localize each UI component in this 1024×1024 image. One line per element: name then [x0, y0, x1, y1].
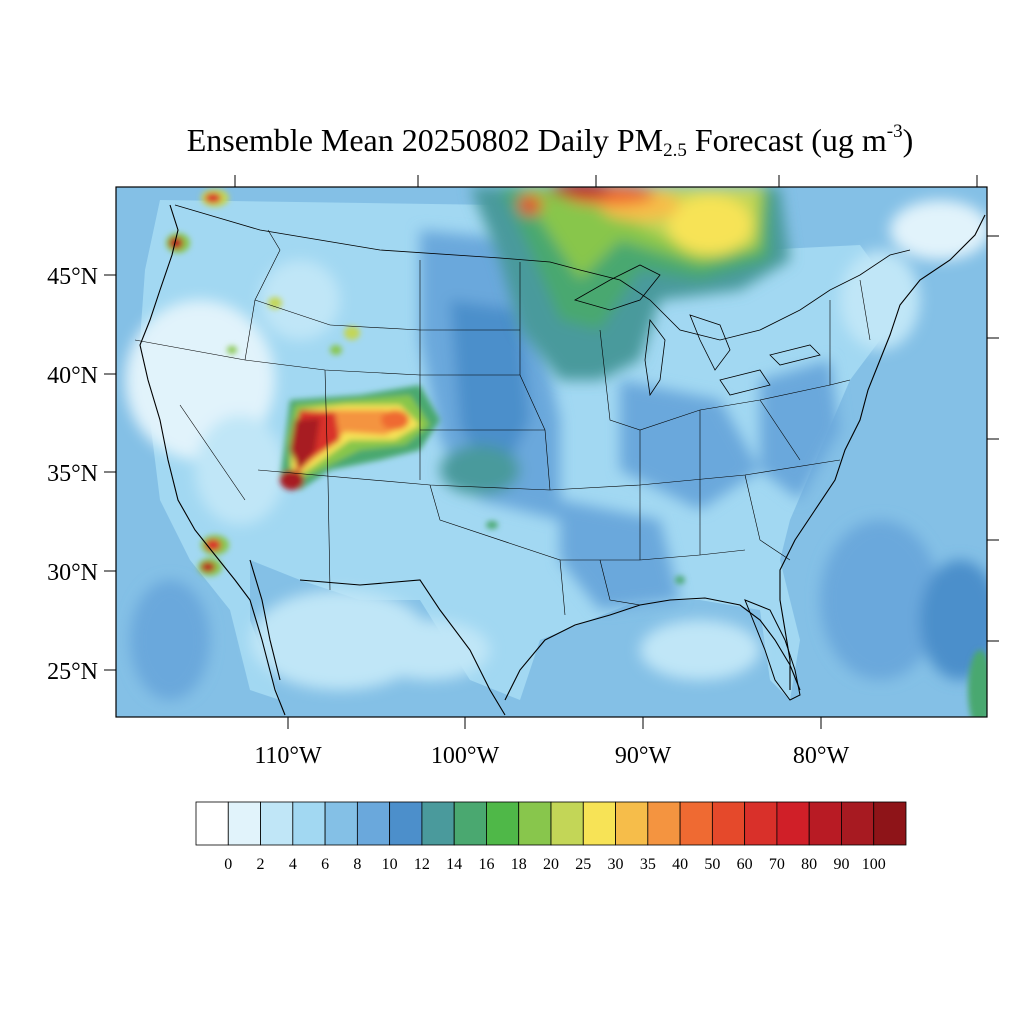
colorbar-label: 14: [446, 856, 462, 873]
lat-label-35: 35°N: [47, 461, 98, 487]
axis-ticks: [104, 175, 999, 729]
coastline: [139, 204, 986, 716]
colorbar: 0 2 4 6 8 10 12 14 16 18 20 25 30 35 40 50 60 70 80 90 100: [195, 801, 907, 873]
colorbar-label: 2: [257, 856, 265, 873]
fire-hotspots: [166, 189, 987, 717]
lon-label-100: 100°W: [431, 743, 500, 769]
colorbar-label: 4: [289, 856, 297, 873]
florida: [744, 599, 801, 701]
colorbar-swatch: [195, 801, 229, 846]
lat-label-25: 25°N: [47, 659, 98, 685]
low-concentration-areas: [125, 200, 987, 700]
colorbar-swatch: [776, 801, 810, 846]
lon-label-110: 110°W: [254, 743, 322, 769]
lat-label-45: 45°N: [47, 264, 98, 290]
colorbar-swatch: [550, 801, 584, 846]
title-superscript: -3: [886, 121, 903, 142]
colorbar-swatch: [873, 801, 907, 846]
latitude-labels: 45°N 40°N 35°N 30°N 25°N: [47, 264, 98, 685]
northern-smoke-plume: [470, 187, 790, 380]
colorbar-label: 80: [801, 856, 817, 873]
colorbar-label: 0: [224, 856, 232, 873]
colorbar-swatch: [227, 801, 261, 846]
colorbar-label: 90: [833, 856, 849, 873]
colorbar-label: 18: [511, 856, 527, 873]
colorbar-label: 8: [353, 856, 361, 873]
colorbar-swatch: [389, 801, 423, 846]
colorbar-label: 40: [672, 856, 688, 873]
colorbar-swatch: [486, 801, 520, 846]
colorbar-swatch: [582, 801, 616, 846]
plot-frame: [115, 186, 988, 718]
lon-label-80: 80°W: [793, 743, 850, 769]
map-title: Ensemble Mean 20250802 Daily PM2.5 Forec…: [110, 112, 990, 171]
title-suffix: ): [902, 122, 914, 158]
lon-label-90: 90°W: [615, 743, 672, 769]
great-lakes: [573, 264, 821, 397]
colorbar-label: 50: [704, 856, 720, 873]
canada-border: [174, 204, 911, 341]
colorbar-swatch: [518, 801, 552, 846]
colorbar-swatch: [808, 801, 842, 846]
colorbar-label: 60: [737, 856, 753, 873]
boundaries: [134, 204, 986, 716]
colorbar-swatch: [841, 801, 875, 846]
lat-label-40: 40°N: [47, 363, 98, 389]
colorbar-swatch: [647, 801, 681, 846]
colorbar-label: 12: [414, 856, 430, 873]
colorbar-swatch: [324, 801, 358, 846]
colorbar-swatch: [679, 801, 713, 846]
title-middle: Forecast (ug m: [686, 122, 887, 158]
colorbar-swatch: [615, 801, 649, 846]
colorbar-swatch: [744, 801, 778, 846]
colorbar-label: 16: [478, 856, 494, 873]
concentration-field: [116, 187, 987, 717]
colorbar-label: 20: [543, 856, 559, 873]
title-subscript: 2.5: [663, 140, 687, 161]
colorbar-swatch: [453, 801, 487, 846]
colorbar-swatch: [260, 801, 294, 846]
title-prefix: Ensemble Mean 20250802 Daily PM: [186, 122, 664, 158]
colorbar-swatch: [711, 801, 746, 846]
colorbar-label: 10: [382, 856, 398, 873]
colorbar-label: 100: [862, 856, 886, 873]
colorbar-swatch: [421, 801, 455, 846]
colorbar-label: 25: [575, 856, 591, 873]
colorbar-label: 70: [769, 856, 785, 873]
southwest-fire-plume: [280, 385, 440, 490]
colorbar-swatch: [356, 801, 391, 846]
colorbar-swatch: [292, 801, 326, 846]
colorbar-label: 35: [640, 856, 656, 873]
lat-label-30: 30°N: [47, 560, 98, 586]
colorbar-label: 6: [321, 856, 329, 873]
colorbar-label: 30: [608, 856, 624, 873]
longitude-labels: 110°W 100°W 90°W 80°W: [254, 743, 849, 769]
state-lines: [134, 229, 871, 616]
